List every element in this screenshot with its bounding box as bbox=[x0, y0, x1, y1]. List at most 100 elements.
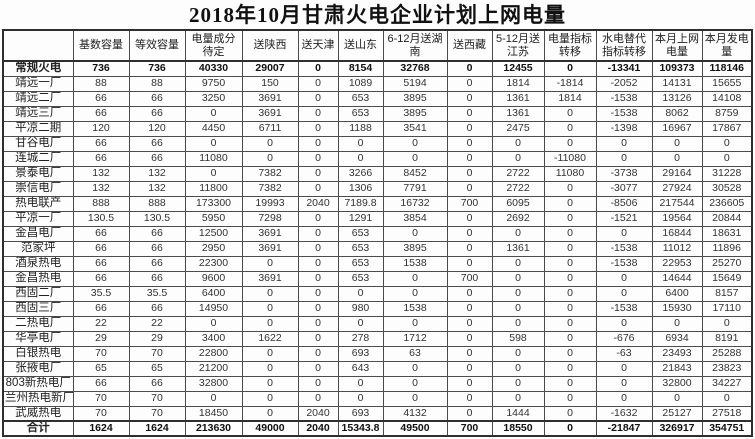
data-cell: 1814 bbox=[491, 75, 545, 92]
data-cell: 2040 bbox=[297, 195, 339, 212]
data-cell: 27518 bbox=[701, 405, 753, 422]
data-cell: 0 bbox=[297, 240, 339, 257]
data-cell: 0 bbox=[297, 375, 339, 392]
data-cell: 0 bbox=[446, 180, 493, 197]
data-cell: 66 bbox=[72, 375, 130, 392]
data-cell: 0 bbox=[297, 390, 339, 407]
header-row: 基数容量 等效容量 电量成分待定 送陕西 送天津 送山东 6-12月送湖南 送西藏 5-12月送… bbox=[2, 29, 753, 62]
table-header: 基数容量 等效容量 电量成分待定 送陕西 送天津 送山东 6-12月送湖南 送西藏 5-12月送… bbox=[2, 29, 753, 62]
data-cell: 0 bbox=[184, 315, 243, 332]
table-row: 景泰电厂 132 132 0 7382 0 3266 8452 0 2722 11080 -3738 2… bbox=[2, 165, 753, 182]
data-cell: 29164 bbox=[651, 165, 703, 182]
total-row: 合计 1624 1624 213630 49000 2040 15343.8 49500 700… bbox=[2, 420, 753, 437]
data-cell: 2950 bbox=[184, 240, 243, 257]
data-cell: 0 bbox=[446, 90, 493, 107]
data-cell: -1538 bbox=[595, 105, 653, 122]
data-cell: -1538 bbox=[595, 255, 653, 272]
table-row: 靖远二厂 66 66 3250 3691 0 653 3895 0 1361 1814 -1538 13… bbox=[2, 90, 753, 107]
data-cell: 980 bbox=[337, 300, 384, 317]
data-cell: 1361 bbox=[491, 105, 545, 122]
data-cell: 0 bbox=[446, 105, 493, 122]
data-cell: 0 bbox=[543, 135, 597, 152]
row-label: 范家坪 bbox=[2, 240, 74, 257]
data-cell: 120 bbox=[72, 120, 130, 137]
data-cell: 0 bbox=[543, 240, 597, 257]
table-row: 803新热电厂 66 66 32800 0 0 0 0 0 0 0 0 32800 34227 bbox=[2, 375, 753, 392]
data-cell: 0 bbox=[446, 360, 493, 377]
data-cell: 14131 bbox=[651, 75, 703, 92]
data-cell: 3895 bbox=[382, 90, 448, 107]
data-cell: 0 bbox=[543, 60, 597, 77]
data-cell: 0 bbox=[595, 315, 653, 332]
data-cell: 0 bbox=[241, 150, 299, 167]
data-cell: 0 bbox=[297, 165, 339, 182]
table-row: 武威热电 70 70 18450 0 2040 693 4132 0 1444 0 -1632 2512… bbox=[2, 405, 753, 422]
data-cell: 2475 bbox=[491, 120, 545, 137]
data-cell: 6400 bbox=[184, 285, 243, 302]
column-header: 本月发电量 bbox=[701, 29, 753, 62]
data-cell: 653 bbox=[337, 240, 384, 257]
data-cell: 0 bbox=[543, 195, 597, 212]
data-cell: 7382 bbox=[241, 180, 299, 197]
data-cell: 17110 bbox=[701, 300, 753, 317]
row-label: 金昌热电 bbox=[2, 270, 74, 287]
data-cell: 0 bbox=[297, 345, 339, 362]
data-cell: 0 bbox=[184, 390, 243, 407]
data-cell: -1538 bbox=[595, 240, 653, 257]
column-header: 等效容量 bbox=[128, 29, 186, 62]
data-cell: 0 bbox=[297, 180, 339, 197]
data-cell: 0 bbox=[543, 405, 597, 422]
data-cell: 0 bbox=[595, 375, 653, 392]
data-cell: 0 bbox=[446, 285, 493, 302]
data-cell: 0 bbox=[337, 390, 384, 407]
data-cell: 0 bbox=[491, 300, 545, 317]
data-cell: 0 bbox=[297, 360, 339, 377]
data-cell: 0 bbox=[382, 225, 448, 242]
data-cell: 0 bbox=[491, 360, 545, 377]
data-cell: 2722 bbox=[491, 180, 545, 197]
data-cell: 30528 bbox=[701, 180, 753, 197]
data-cell: 0 bbox=[446, 210, 493, 227]
data-cell: 16732 bbox=[382, 195, 448, 212]
data-cell: 0 bbox=[337, 135, 384, 152]
data-cell: 21200 bbox=[184, 360, 243, 377]
data-cell: 22 bbox=[128, 315, 186, 332]
table-row: 华亭电厂 29 29 3400 1622 0 278 1712 0 598 0 -676 6934 819… bbox=[2, 330, 753, 347]
data-cell: 19564 bbox=[651, 210, 703, 227]
data-cell: 120 bbox=[128, 120, 186, 137]
data-cell: 0 bbox=[241, 390, 299, 407]
row-label: 张掖电厂 bbox=[2, 360, 74, 377]
data-cell: 1538 bbox=[382, 255, 448, 272]
data-cell: 0 bbox=[297, 105, 339, 122]
data-cell: 25288 bbox=[701, 345, 753, 362]
data-cell: -11080 bbox=[543, 150, 597, 167]
row-label: 平凉二期 bbox=[2, 120, 74, 137]
data-cell: 693 bbox=[337, 405, 384, 422]
data-cell: 0 bbox=[543, 225, 597, 242]
data-cell: 70 bbox=[72, 405, 130, 422]
data-cell: -1814 bbox=[543, 75, 597, 92]
data-cell: 11080 bbox=[543, 165, 597, 182]
data-cell: 0 bbox=[543, 180, 597, 197]
table-row: 连城二厂 66 66 11080 0 0 0 0 0 0 -11080 0 0 0 bbox=[2, 150, 753, 167]
data-cell: 3691 bbox=[241, 270, 299, 287]
data-cell: 13126 bbox=[651, 90, 703, 107]
data-cell: 236605 bbox=[701, 195, 753, 212]
data-cell: 0 bbox=[491, 345, 545, 362]
data-cell: 0 bbox=[446, 240, 493, 257]
table-row: 常规火电 736 736 40330 29007 0 8154 32768 0 12455 0 -13… bbox=[2, 60, 753, 77]
data-cell: 0 bbox=[446, 120, 493, 137]
data-cell: 0 bbox=[382, 315, 448, 332]
data-cell: 66 bbox=[128, 270, 186, 287]
data-cell: 11012 bbox=[651, 240, 703, 257]
data-cell: -1398 bbox=[595, 120, 653, 137]
data-cell: 0 bbox=[297, 60, 339, 77]
data-cell: 278 bbox=[337, 330, 384, 347]
data-cell: 18450 bbox=[184, 405, 243, 422]
data-cell: 8154 bbox=[337, 60, 384, 77]
data-cell: 693 bbox=[337, 345, 384, 362]
data-cell: 0 bbox=[491, 135, 545, 152]
data-cell: 3541 bbox=[382, 120, 448, 137]
data-cell: 8062 bbox=[651, 105, 703, 122]
